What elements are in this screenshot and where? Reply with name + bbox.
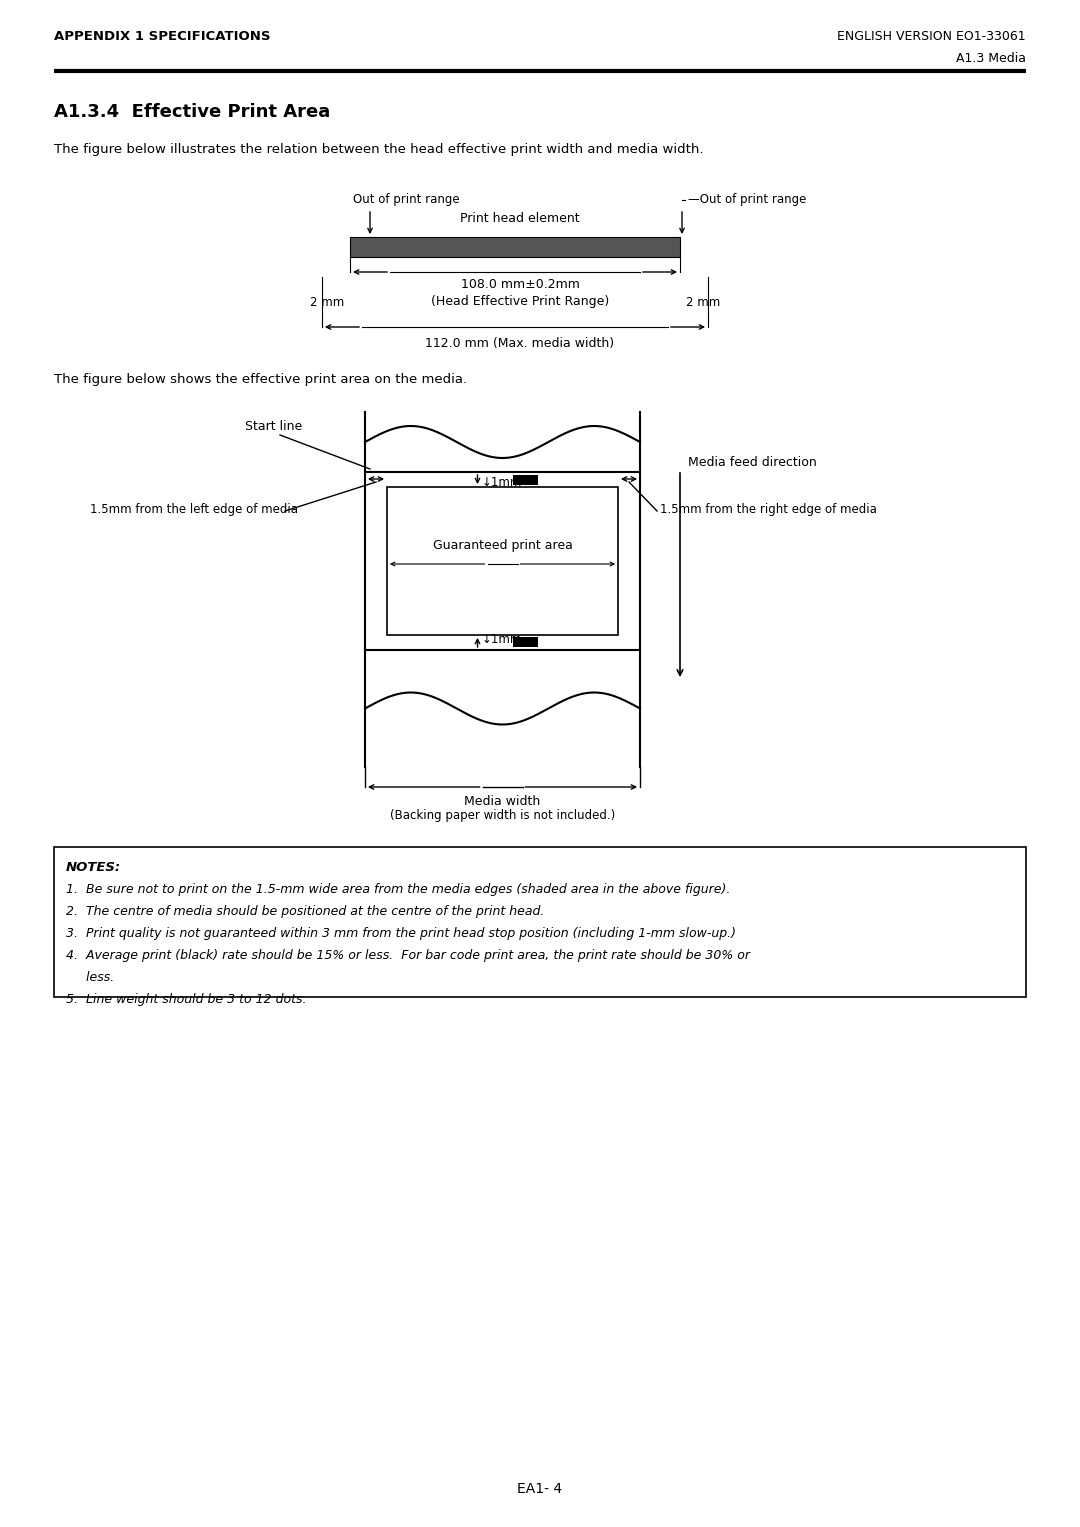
Text: 2.  The centre of media should be positioned at the centre of the print head.: 2. The centre of media should be positio…	[66, 906, 544, 918]
Text: The figure below illustrates the relation between the head effective print width: The figure below illustrates the relatio…	[54, 142, 703, 156]
Text: APPENDIX 1 SPECIFICATIONS: APPENDIX 1 SPECIFICATIONS	[54, 31, 270, 43]
Text: less.: less.	[66, 971, 114, 983]
Bar	[513, 637, 538, 647]
Text: Media width: Media width	[464, 796, 541, 808]
Text: NOTES:: NOTES:	[66, 861, 121, 873]
Text: 112.0 mm (Max. media width): 112.0 mm (Max. media width)	[426, 337, 615, 351]
Text: 1.  Be sure not to print on the 1.5-mm wide area from the media edges (shaded ar: 1. Be sure not to print on the 1.5-mm wi…	[66, 883, 730, 896]
Text: —Out of print range: —Out of print range	[688, 194, 807, 206]
Text: A1.3.4  Effective Print Area: A1.3.4 Effective Print Area	[54, 102, 330, 121]
Text: Out of print range: Out of print range	[353, 194, 460, 206]
Text: Print head element: Print head element	[460, 212, 580, 226]
Bar	[387, 487, 618, 635]
Text: 5.  Line weight should be 3 to 12 dots.: 5. Line weight should be 3 to 12 dots.	[66, 993, 307, 1006]
Text: 108.0 mm±0.2mm: 108.0 mm±0.2mm	[460, 278, 580, 290]
Text: 1.5mm from the right edge of media: 1.5mm from the right edge of media	[660, 502, 877, 516]
Text: 1.5mm from the left edge of media: 1.5mm from the left edge of media	[90, 502, 298, 516]
Bar	[513, 475, 538, 486]
Text: Media feed direction: Media feed direction	[688, 455, 816, 469]
Text: Guaranteed print area: Guaranteed print area	[433, 539, 572, 553]
Text: 2 mm: 2 mm	[686, 296, 720, 308]
Text: (Head Effective Print Range): (Head Effective Print Range)	[431, 296, 609, 308]
Text: A1.3 Media: A1.3 Media	[956, 52, 1026, 66]
Text: ↓1mm: ↓1mm	[482, 476, 522, 489]
Text: 4.  Average print (black) rate should be 15% or less.  For bar code print area, : 4. Average print (black) rate should be …	[66, 948, 750, 962]
Text: (Backing paper width is not included.): (Backing paper width is not included.)	[390, 809, 616, 822]
Text: 3.  Print quality is not guaranteed within 3 mm from the print head stop positio: 3. Print quality is not guaranteed withi…	[66, 927, 735, 941]
Bar	[350, 237, 680, 257]
Bar	[54, 847, 1026, 997]
Text: 2 mm: 2 mm	[310, 296, 345, 308]
Text: ENGLISH VERSION EO1-33061: ENGLISH VERSION EO1-33061	[837, 31, 1026, 43]
Text: The figure below shows the effective print area on the media.: The figure below shows the effective pri…	[54, 374, 468, 386]
Text: EA1- 4: EA1- 4	[517, 1483, 563, 1496]
Text: Start line: Start line	[245, 420, 302, 434]
Text: ↓1mm: ↓1mm	[482, 634, 522, 646]
